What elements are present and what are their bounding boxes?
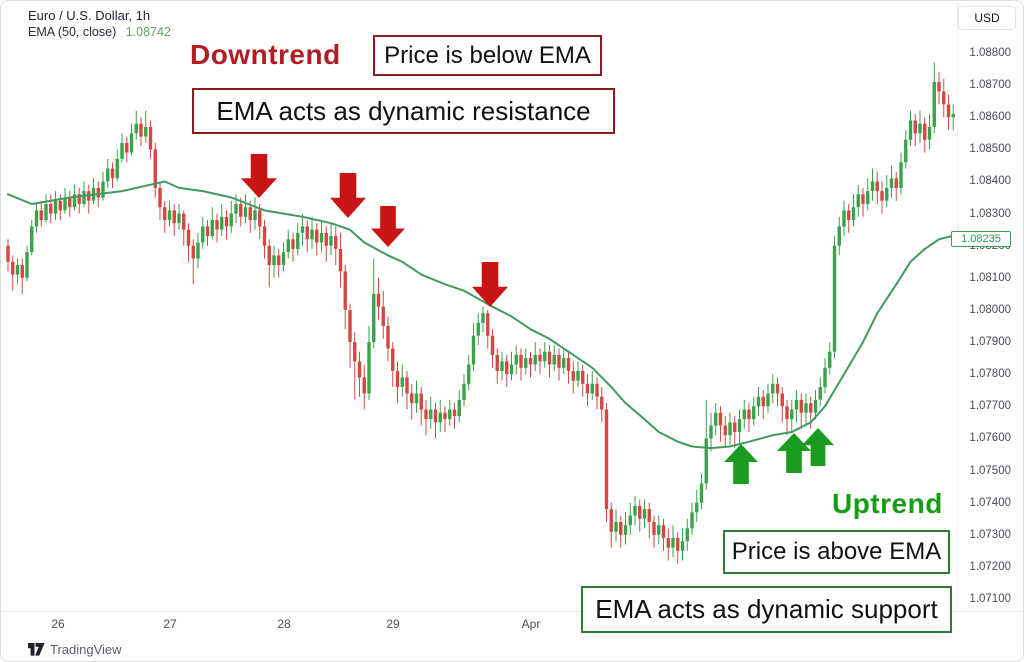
price-axis-label: 1.08400 [969,175,1011,187]
price-axis-label: 1.07500 [969,465,1011,477]
price-axis-label: 1.08000 [969,304,1011,316]
note-price-below-ema: Price is below EMA [373,35,602,76]
price-axis-separator [957,1,958,611]
indicator-row[interactable]: EMA (50, close) 1.08742 [28,24,171,41]
indicator-value: 1.08742 [125,25,171,39]
price-axis-label: 1.08100 [969,272,1011,284]
price-axis[interactable]: 1.08800 1.08700 1.08600 1.08500 1.08400 1.083… [959,1,1023,611]
chart-legend: Euro / U.S. Dollar, 1h EMA (50, close) 1… [28,7,171,41]
indicator-label: EMA (50, close) [28,25,117,39]
price-axis-label: 1.07800 [969,368,1011,380]
tradingview-logo[interactable]: TradingView [28,642,122,657]
price-axis-label: 1.07200 [969,561,1011,573]
price-axis-label: 1.07700 [969,400,1011,412]
price-axis-label: 1.08500 [969,143,1011,155]
time-axis[interactable]: 26 27 28 29 Apr [1,612,957,638]
price-axis-label: 1.07600 [969,432,1011,444]
time-axis-label: 29 [386,617,400,631]
time-axis-label: 28 [277,617,291,631]
price-axis-label: 1.07400 [969,497,1011,509]
price-axis-label: 1.07300 [969,529,1011,541]
time-axis-label: 26 [51,617,65,631]
price-axis-label: 1.08300 [969,208,1011,220]
time-axis-label: Apr [521,617,541,631]
uptrend-label: Uptrend [832,488,943,519]
price-axis-label: 1.08700 [969,79,1011,91]
note-ema-dynamic-support: EMA acts as dynamic support [581,586,952,633]
note-price-above-ema: Price is above EMA [723,530,950,574]
tradingview-brand-text: TradingView [50,642,122,657]
chart-canvas[interactable] [1,1,957,611]
symbol-title[interactable]: Euro / U.S. Dollar, 1h [28,8,151,23]
ema-price-tag: 1.08235 [951,231,1011,247]
tradingview-mark-icon [28,643,45,656]
note-ema-dynamic-resistance: EMA acts as dynamic resistance [192,88,615,134]
price-axis-label: 1.07900 [969,336,1011,348]
price-axis-label: 1.08600 [969,111,1011,123]
downtrend-label: Downtrend [190,39,341,70]
time-axis-separator [1,611,1023,612]
price-axis-label: 1.07100 [969,593,1011,605]
time-axis-label: 27 [163,617,177,631]
currency-unit-button[interactable]: USD [958,6,1016,30]
price-axis-label: 1.08800 [969,47,1011,59]
